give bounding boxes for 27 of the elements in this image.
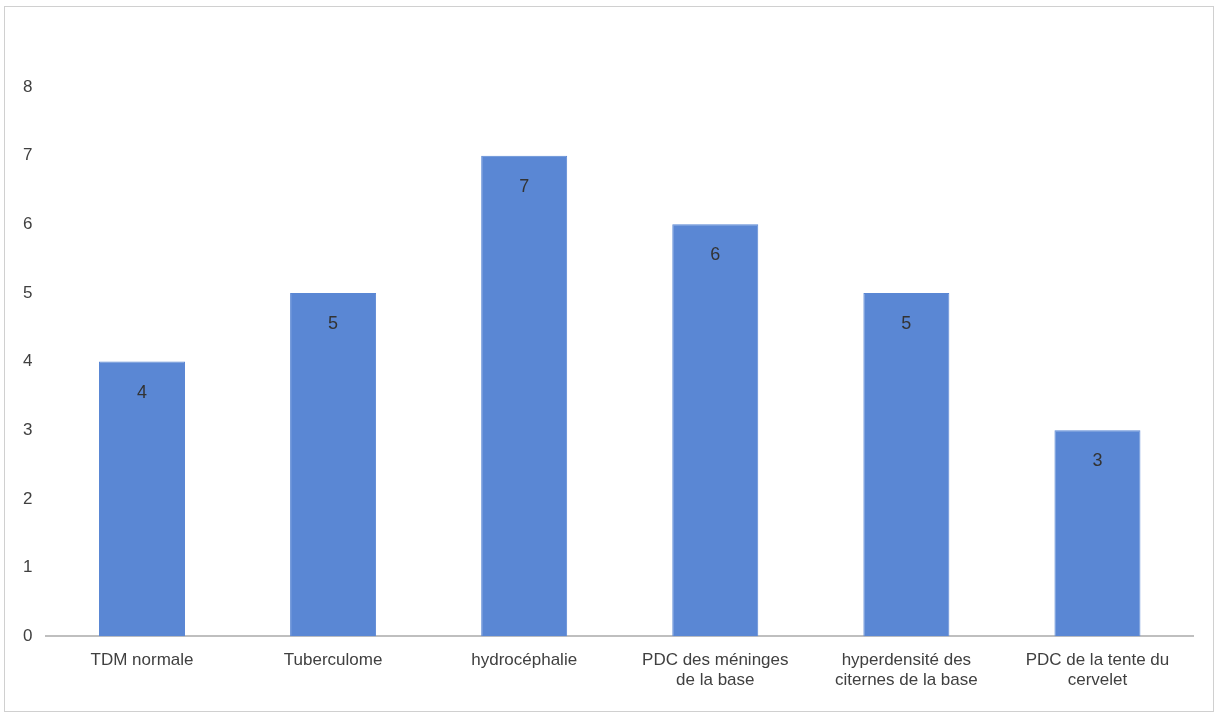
y-tick-label: 3 (22, 419, 33, 439)
bar (863, 292, 950, 637)
data-label: 4 (136, 381, 148, 402)
y-tick-label: 8 (22, 76, 33, 96)
data-label: 7 (519, 175, 530, 196)
y-tick-label: 0 (22, 625, 33, 645)
x-tick-label: TDM normale (90, 650, 194, 670)
y-tick-label: 1 (22, 557, 33, 577)
x-tick-label: hydrocéphalie (471, 650, 578, 670)
y-tick-label: 4 (22, 351, 33, 371)
x-tick-label: hyperdensité des citernes de la base (835, 650, 978, 690)
y-tick-label: 2 (22, 488, 33, 508)
bar (290, 292, 377, 637)
bar (481, 155, 568, 637)
y-tick-label: 7 (22, 145, 33, 165)
x-tick-label: PDC de la tente du cervelet (1025, 650, 1170, 690)
data-label: 5 (901, 312, 912, 333)
data-label: 5 (328, 312, 339, 333)
x-tick-label: Tuberculome (283, 650, 383, 670)
bar (672, 224, 759, 637)
bar (99, 361, 185, 637)
data-label: 3 (1092, 450, 1103, 471)
data-label: 6 (710, 244, 721, 265)
bar (1054, 430, 1141, 637)
y-tick-label: 6 (22, 213, 33, 233)
x-tick-label: PDC des méninges de la base (642, 650, 789, 690)
y-tick-label: 5 (22, 282, 33, 302)
